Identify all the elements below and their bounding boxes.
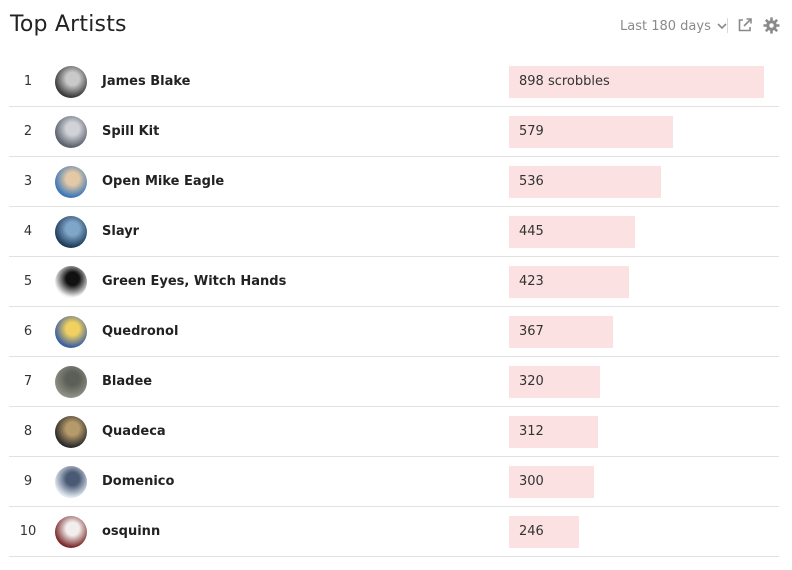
scrobble-count-bar[interactable]: 312: [509, 416, 598, 448]
artist-rank: 3: [23, 174, 33, 189]
scrobble-count-bar[interactable]: 579: [509, 116, 673, 148]
scrobble-count-bar[interactable]: 445: [509, 216, 635, 248]
artist-avatar[interactable]: [55, 266, 87, 298]
artist-rank: 7: [23, 374, 33, 389]
artist-avatar[interactable]: [55, 316, 87, 348]
artist-rank: 4: [23, 224, 33, 239]
artist-name-link[interactable]: Bladee: [102, 374, 153, 389]
artist-name-link[interactable]: Domenico: [102, 474, 175, 489]
artist-row[interactable]: 5 Green Eyes, Witch Hands 423: [9, 257, 779, 307]
artist-row[interactable]: 2 Spill Kit 579: [9, 107, 779, 157]
artist-avatar[interactable]: [55, 466, 87, 498]
scrobble-count-bar[interactable]: 367: [509, 316, 613, 348]
scrobble-count-bar[interactable]: 536: [509, 166, 661, 198]
artist-avatar[interactable]: [55, 416, 87, 448]
artist-rank: 10: [19, 524, 37, 539]
artist-name-link[interactable]: Open Mike Eagle: [102, 174, 225, 189]
page-title: Top Artists: [10, 12, 127, 37]
time-range-dropdown[interactable]: Last 180 days: [620, 17, 727, 35]
header-divider: [727, 18, 728, 33]
scrobble-count-bar[interactable]: 300: [509, 466, 594, 498]
header: Top Artists Last 180 days: [0, 0, 792, 56]
artist-avatar[interactable]: [55, 516, 87, 548]
artist-name-link[interactable]: osquinn: [102, 524, 161, 539]
scrobble-count-bar[interactable]: 320: [509, 366, 600, 398]
artist-name-link[interactable]: Spill Kit: [102, 124, 160, 139]
artist-row[interactable]: 3 Open Mike Eagle 536: [9, 157, 779, 207]
artist-avatar[interactable]: [55, 116, 87, 148]
artist-avatar[interactable]: [55, 366, 87, 398]
artist-row[interactable]: 7 Bladee 320: [9, 357, 779, 407]
artist-avatar[interactable]: [55, 166, 87, 198]
time-range-label: Last 180 days: [620, 18, 711, 34]
artist-rank: 8: [23, 424, 33, 439]
artist-row[interactable]: 4 Slayr 445: [9, 207, 779, 257]
artist-row[interactable]: 1 James Blake 898 scrobbles: [9, 57, 779, 107]
share-icon[interactable]: [736, 16, 754, 34]
artist-rank: 1: [23, 74, 33, 89]
artist-row[interactable]: 10 osquinn 246: [9, 507, 779, 557]
gear-icon[interactable]: [762, 16, 780, 34]
artist-avatar[interactable]: [55, 66, 87, 98]
artist-rank: 9: [23, 474, 33, 489]
artist-avatar[interactable]: [55, 216, 87, 248]
artist-row[interactable]: 8 Quadeca 312: [9, 407, 779, 457]
scrobble-count-bar[interactable]: 246: [509, 516, 579, 548]
artist-name-link[interactable]: Green Eyes, Witch Hands: [102, 274, 287, 289]
chevron-down-icon: [717, 22, 727, 30]
artist-name-link[interactable]: Quadeca: [102, 424, 166, 439]
artist-rank: 6: [23, 324, 33, 339]
artist-name-link[interactable]: Slayr: [102, 224, 140, 239]
artist-name-link[interactable]: James Blake: [102, 74, 191, 89]
artist-name-link[interactable]: Quedronol: [102, 324, 179, 339]
artist-row[interactable]: 9 Domenico 300: [9, 457, 779, 507]
artist-rank: 5: [23, 274, 33, 289]
top-artists-list: 1 James Blake 898 scrobbles 2 Spill Kit 579 3 O…: [9, 57, 779, 557]
scrobble-count-bar[interactable]: 898 scrobbles: [509, 66, 764, 98]
artist-rank: 2: [23, 124, 33, 139]
artist-row[interactable]: 6 Quedronol 367: [9, 307, 779, 357]
scrobble-count-bar[interactable]: 423: [509, 266, 629, 298]
